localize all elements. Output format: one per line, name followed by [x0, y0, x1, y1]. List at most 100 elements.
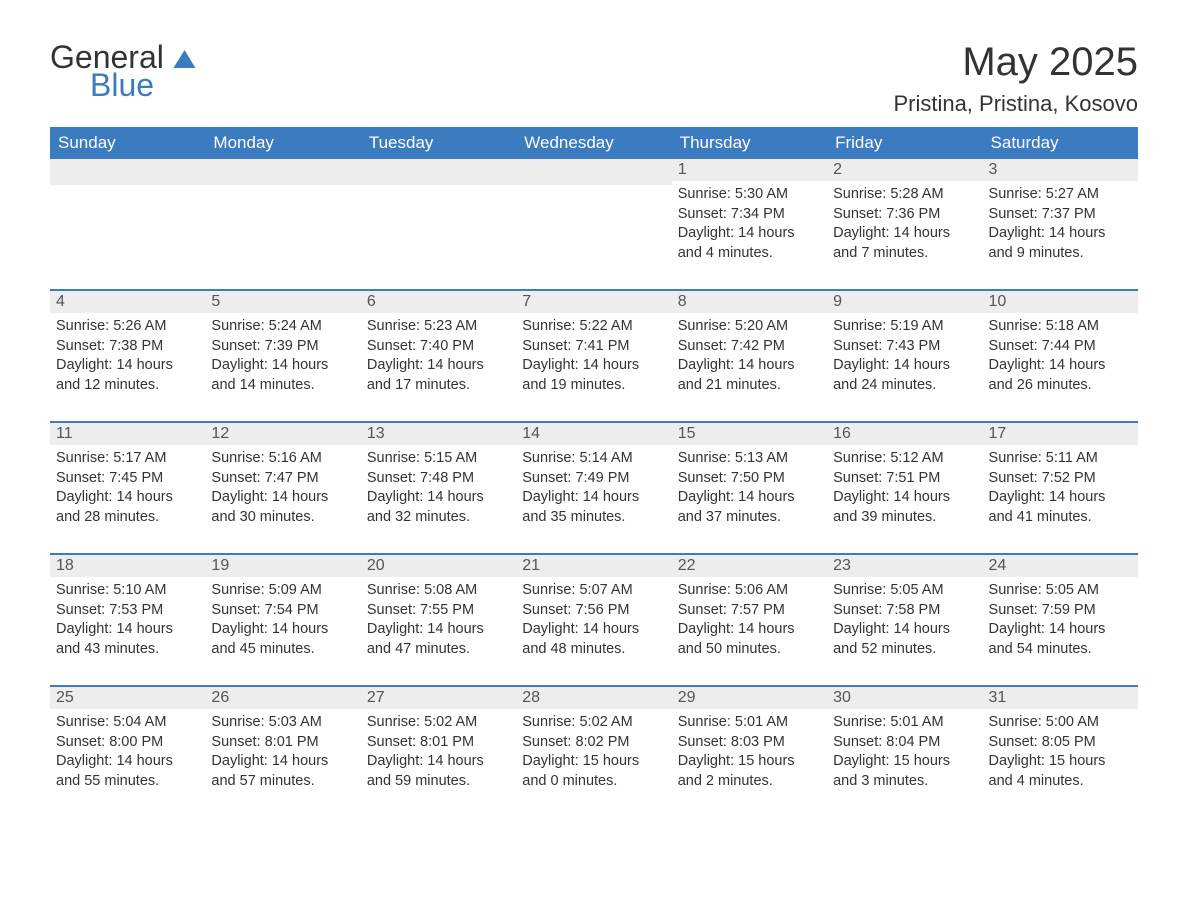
logo-text: General Blue [50, 40, 197, 102]
date-day1: Daylight: 14 hours [522, 488, 665, 508]
date-body: Sunrise: 5:11 AMSunset: 7:52 PMDaylight:… [983, 445, 1138, 537]
date-number: 6 [361, 291, 516, 313]
date-sunrise: Sunrise: 5:19 AM [833, 317, 976, 337]
date-day2: and 37 minutes. [678, 508, 821, 528]
date-sunset: Sunset: 7:51 PM [833, 469, 976, 489]
date-cell: 27Sunrise: 5:02 AMSunset: 8:01 PMDayligh… [361, 686, 516, 817]
date-cell: 19Sunrise: 5:09 AMSunset: 7:54 PMDayligh… [205, 554, 360, 686]
date-day1: Daylight: 15 hours [522, 752, 665, 772]
date-day1: Daylight: 14 hours [211, 356, 354, 376]
date-day2: and 7 minutes. [833, 244, 976, 264]
date-sunrise: Sunrise: 5:13 AM [678, 449, 821, 469]
date-cell: 14Sunrise: 5:14 AMSunset: 7:49 PMDayligh… [516, 422, 671, 554]
date-day1: Daylight: 14 hours [56, 488, 199, 508]
week-row: 11Sunrise: 5:17 AMSunset: 7:45 PMDayligh… [50, 422, 1138, 554]
date-sunrise: Sunrise: 5:14 AM [522, 449, 665, 469]
date-day1: Daylight: 14 hours [678, 620, 821, 640]
date-sunrise: Sunrise: 5:17 AM [56, 449, 199, 469]
date-cell: 1Sunrise: 5:30 AMSunset: 7:34 PMDaylight… [672, 159, 827, 290]
week-row: 4Sunrise: 5:26 AMSunset: 7:38 PMDaylight… [50, 290, 1138, 422]
date-day2: and 28 minutes. [56, 508, 199, 528]
date-number: 13 [361, 423, 516, 445]
date-day2: and 54 minutes. [989, 640, 1132, 660]
date-cell: 6Sunrise: 5:23 AMSunset: 7:40 PMDaylight… [361, 290, 516, 422]
date-day2: and 43 minutes. [56, 640, 199, 660]
date-sunrise: Sunrise: 5:20 AM [678, 317, 821, 337]
date-sunrise: Sunrise: 5:08 AM [367, 581, 510, 601]
date-body: Sunrise: 5:15 AMSunset: 7:48 PMDaylight:… [361, 445, 516, 537]
date-day1: Daylight: 14 hours [522, 356, 665, 376]
date-body: Sunrise: 5:10 AMSunset: 7:53 PMDaylight:… [50, 577, 205, 669]
date-number: 14 [516, 423, 671, 445]
date-number: 9 [827, 291, 982, 313]
date-cell: 7Sunrise: 5:22 AMSunset: 7:41 PMDaylight… [516, 290, 671, 422]
date-number: 24 [983, 555, 1138, 577]
weekday-sunday: Sunday [50, 127, 205, 159]
date-day2: and 41 minutes. [989, 508, 1132, 528]
date-cell: 3Sunrise: 5:27 AMSunset: 7:37 PMDaylight… [983, 159, 1138, 290]
date-day2: and 19 minutes. [522, 376, 665, 396]
date-day2: and 45 minutes. [211, 640, 354, 660]
date-cell: 11Sunrise: 5:17 AMSunset: 7:45 PMDayligh… [50, 422, 205, 554]
date-number: 8 [672, 291, 827, 313]
date-day2: and 39 minutes. [833, 508, 976, 528]
date-cell [205, 159, 360, 290]
date-number: 11 [50, 423, 205, 445]
date-day2: and 2 minutes. [678, 772, 821, 792]
date-sunset: Sunset: 7:41 PM [522, 337, 665, 357]
date-day2: and 32 minutes. [367, 508, 510, 528]
date-day2: and 55 minutes. [56, 772, 199, 792]
date-cell: 2Sunrise: 5:28 AMSunset: 7:36 PMDaylight… [827, 159, 982, 290]
date-cell: 20Sunrise: 5:08 AMSunset: 7:55 PMDayligh… [361, 554, 516, 686]
date-number: 19 [205, 555, 360, 577]
date-day2: and 9 minutes. [989, 244, 1132, 264]
date-sunset: Sunset: 7:37 PM [989, 205, 1132, 225]
date-body: Sunrise: 5:26 AMSunset: 7:38 PMDaylight:… [50, 313, 205, 405]
date-cell: 18Sunrise: 5:10 AMSunset: 7:53 PMDayligh… [50, 554, 205, 686]
logo: General Blue [50, 40, 197, 102]
date-sunrise: Sunrise: 5:05 AM [833, 581, 976, 601]
weekday-saturday: Saturday [983, 127, 1138, 159]
date-sunset: Sunset: 7:42 PM [678, 337, 821, 357]
date-cell: 28Sunrise: 5:02 AMSunset: 8:02 PMDayligh… [516, 686, 671, 817]
date-number: 15 [672, 423, 827, 445]
date-sunset: Sunset: 7:43 PM [833, 337, 976, 357]
date-sunset: Sunset: 7:50 PM [678, 469, 821, 489]
date-cell: 15Sunrise: 5:13 AMSunset: 7:50 PMDayligh… [672, 422, 827, 554]
date-body: Sunrise: 5:07 AMSunset: 7:56 PMDaylight:… [516, 577, 671, 669]
date-day2: and 52 minutes. [833, 640, 976, 660]
date-body: Sunrise: 5:23 AMSunset: 7:40 PMDaylight:… [361, 313, 516, 405]
date-body: Sunrise: 5:02 AMSunset: 8:01 PMDaylight:… [361, 709, 516, 801]
date-body: Sunrise: 5:27 AMSunset: 7:37 PMDaylight:… [983, 181, 1138, 273]
date-cell: 23Sunrise: 5:05 AMSunset: 7:58 PMDayligh… [827, 554, 982, 686]
date-sunrise: Sunrise: 5:02 AM [367, 713, 510, 733]
date-body: Sunrise: 5:20 AMSunset: 7:42 PMDaylight:… [672, 313, 827, 405]
date-day1: Daylight: 14 hours [56, 356, 199, 376]
date-sunrise: Sunrise: 5:06 AM [678, 581, 821, 601]
date-day1: Daylight: 15 hours [678, 752, 821, 772]
date-number: 3 [983, 159, 1138, 181]
date-cell: 13Sunrise: 5:15 AMSunset: 7:48 PMDayligh… [361, 422, 516, 554]
date-cell: 17Sunrise: 5:11 AMSunset: 7:52 PMDayligh… [983, 422, 1138, 554]
date-day2: and 12 minutes. [56, 376, 199, 396]
date-number [50, 159, 205, 185]
date-day1: Daylight: 14 hours [989, 488, 1132, 508]
date-day1: Daylight: 14 hours [522, 620, 665, 640]
date-body: Sunrise: 5:17 AMSunset: 7:45 PMDaylight:… [50, 445, 205, 537]
date-body: Sunrise: 5:30 AMSunset: 7:34 PMDaylight:… [672, 181, 827, 273]
weekday-tuesday: Tuesday [361, 127, 516, 159]
date-day2: and 4 minutes. [678, 244, 821, 264]
date-day1: Daylight: 14 hours [367, 752, 510, 772]
date-sunrise: Sunrise: 5:18 AM [989, 317, 1132, 337]
date-sunset: Sunset: 8:04 PM [833, 733, 976, 753]
date-body: Sunrise: 5:09 AMSunset: 7:54 PMDaylight:… [205, 577, 360, 669]
weekday-wednesday: Wednesday [516, 127, 671, 159]
date-body: Sunrise: 5:01 AMSunset: 8:03 PMDaylight:… [672, 709, 827, 801]
date-number: 25 [50, 687, 205, 709]
date-number: 20 [361, 555, 516, 577]
date-cell: 29Sunrise: 5:01 AMSunset: 8:03 PMDayligh… [672, 686, 827, 817]
date-sunrise: Sunrise: 5:22 AM [522, 317, 665, 337]
date-sunrise: Sunrise: 5:27 AM [989, 185, 1132, 205]
date-sunrise: Sunrise: 5:01 AM [678, 713, 821, 733]
date-sunset: Sunset: 8:03 PM [678, 733, 821, 753]
